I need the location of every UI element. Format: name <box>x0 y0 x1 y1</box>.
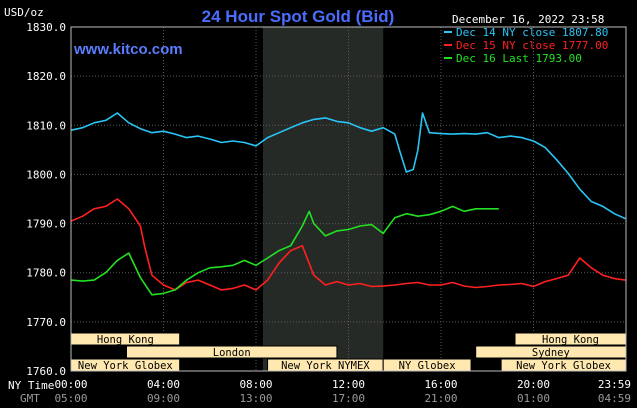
x-tick-label-gmt: 01:00 <box>517 392 550 405</box>
x-tick-label-gmt: 04:59 <box>598 392 631 405</box>
y-unit-label: USD/oz <box>4 6 44 19</box>
y-tick-label: 1770.0 <box>26 316 66 329</box>
date-label: December 16, 2022 23:58 <box>452 13 604 26</box>
legend-entry-3: Dec 16 Last 1793.00 <box>456 52 582 65</box>
session-bar <box>126 345 338 359</box>
y-tick-label: 1780.0 <box>26 267 66 280</box>
series-layer <box>70 112 626 296</box>
brand-link[interactable]: www.kitco.com <box>73 41 183 58</box>
session-label: Hong Kong <box>97 334 154 346</box>
y-tick-label: 1820.0 <box>26 70 66 83</box>
market-hours-band-layer <box>262 27 384 371</box>
series-line-1 <box>70 112 626 220</box>
y-tick-label: 1800.0 <box>26 168 66 181</box>
y-tick-label: 1830.0 <box>26 21 66 34</box>
session-label: NY Globex <box>399 360 456 372</box>
y-tick-label: 1760.0 <box>26 365 66 378</box>
x-tick-label-gmt: 13:00 <box>239 392 272 405</box>
x-tick-label-gmt: 21:00 <box>424 392 457 405</box>
legend-entry-2: Dec 15 NY close 1777.00 <box>456 39 608 52</box>
x-tick-label-gmt: 05:00 <box>54 392 87 405</box>
x-tick-label-ny: 04:00 <box>147 378 180 391</box>
session-label: New York Globex <box>78 360 173 372</box>
x-tick-label-ny: 16:00 <box>424 378 457 391</box>
series-line-3 <box>70 205 499 296</box>
x-tick-label-ny: 08:00 <box>239 378 272 391</box>
legend-entry-1: Dec 14 NY close 1807.80 <box>456 26 608 39</box>
x-tick-label-gmt: 17:00 <box>332 392 365 405</box>
x-tick-label-ny: 12:00 <box>332 378 365 391</box>
y-tick-label: 1810.0 <box>26 119 66 132</box>
session-label: New York Globex <box>516 360 611 372</box>
axis-layer: 1830.0 1820.0 1810.0 1800.0 1790.0 1780.0 1770… <box>26 21 631 405</box>
market-hours-band <box>262 27 384 371</box>
x-tick-label-ny: 20:00 <box>517 378 550 391</box>
plot-frame <box>70 26 627 372</box>
y-tick-label: 1790.0 <box>26 218 66 231</box>
series-line-2 <box>70 198 626 291</box>
chart-title: 24 Hour Spot Gold (Bid) <box>202 7 395 26</box>
session-label: Hong Kong <box>542 334 599 346</box>
gmt-label: GMT <box>20 392 40 405</box>
session-label: London <box>213 347 251 359</box>
session-label: Sydney <box>532 347 570 359</box>
x-tick-label-gmt: 09:00 <box>147 392 180 405</box>
x-tick-label-ny: 23:59 <box>598 378 631 391</box>
ny-time-label: NY Time <box>8 379 54 392</box>
session-label: New York NYMEX <box>281 360 370 372</box>
x-tick-label-ny: 00:00 <box>54 378 87 391</box>
